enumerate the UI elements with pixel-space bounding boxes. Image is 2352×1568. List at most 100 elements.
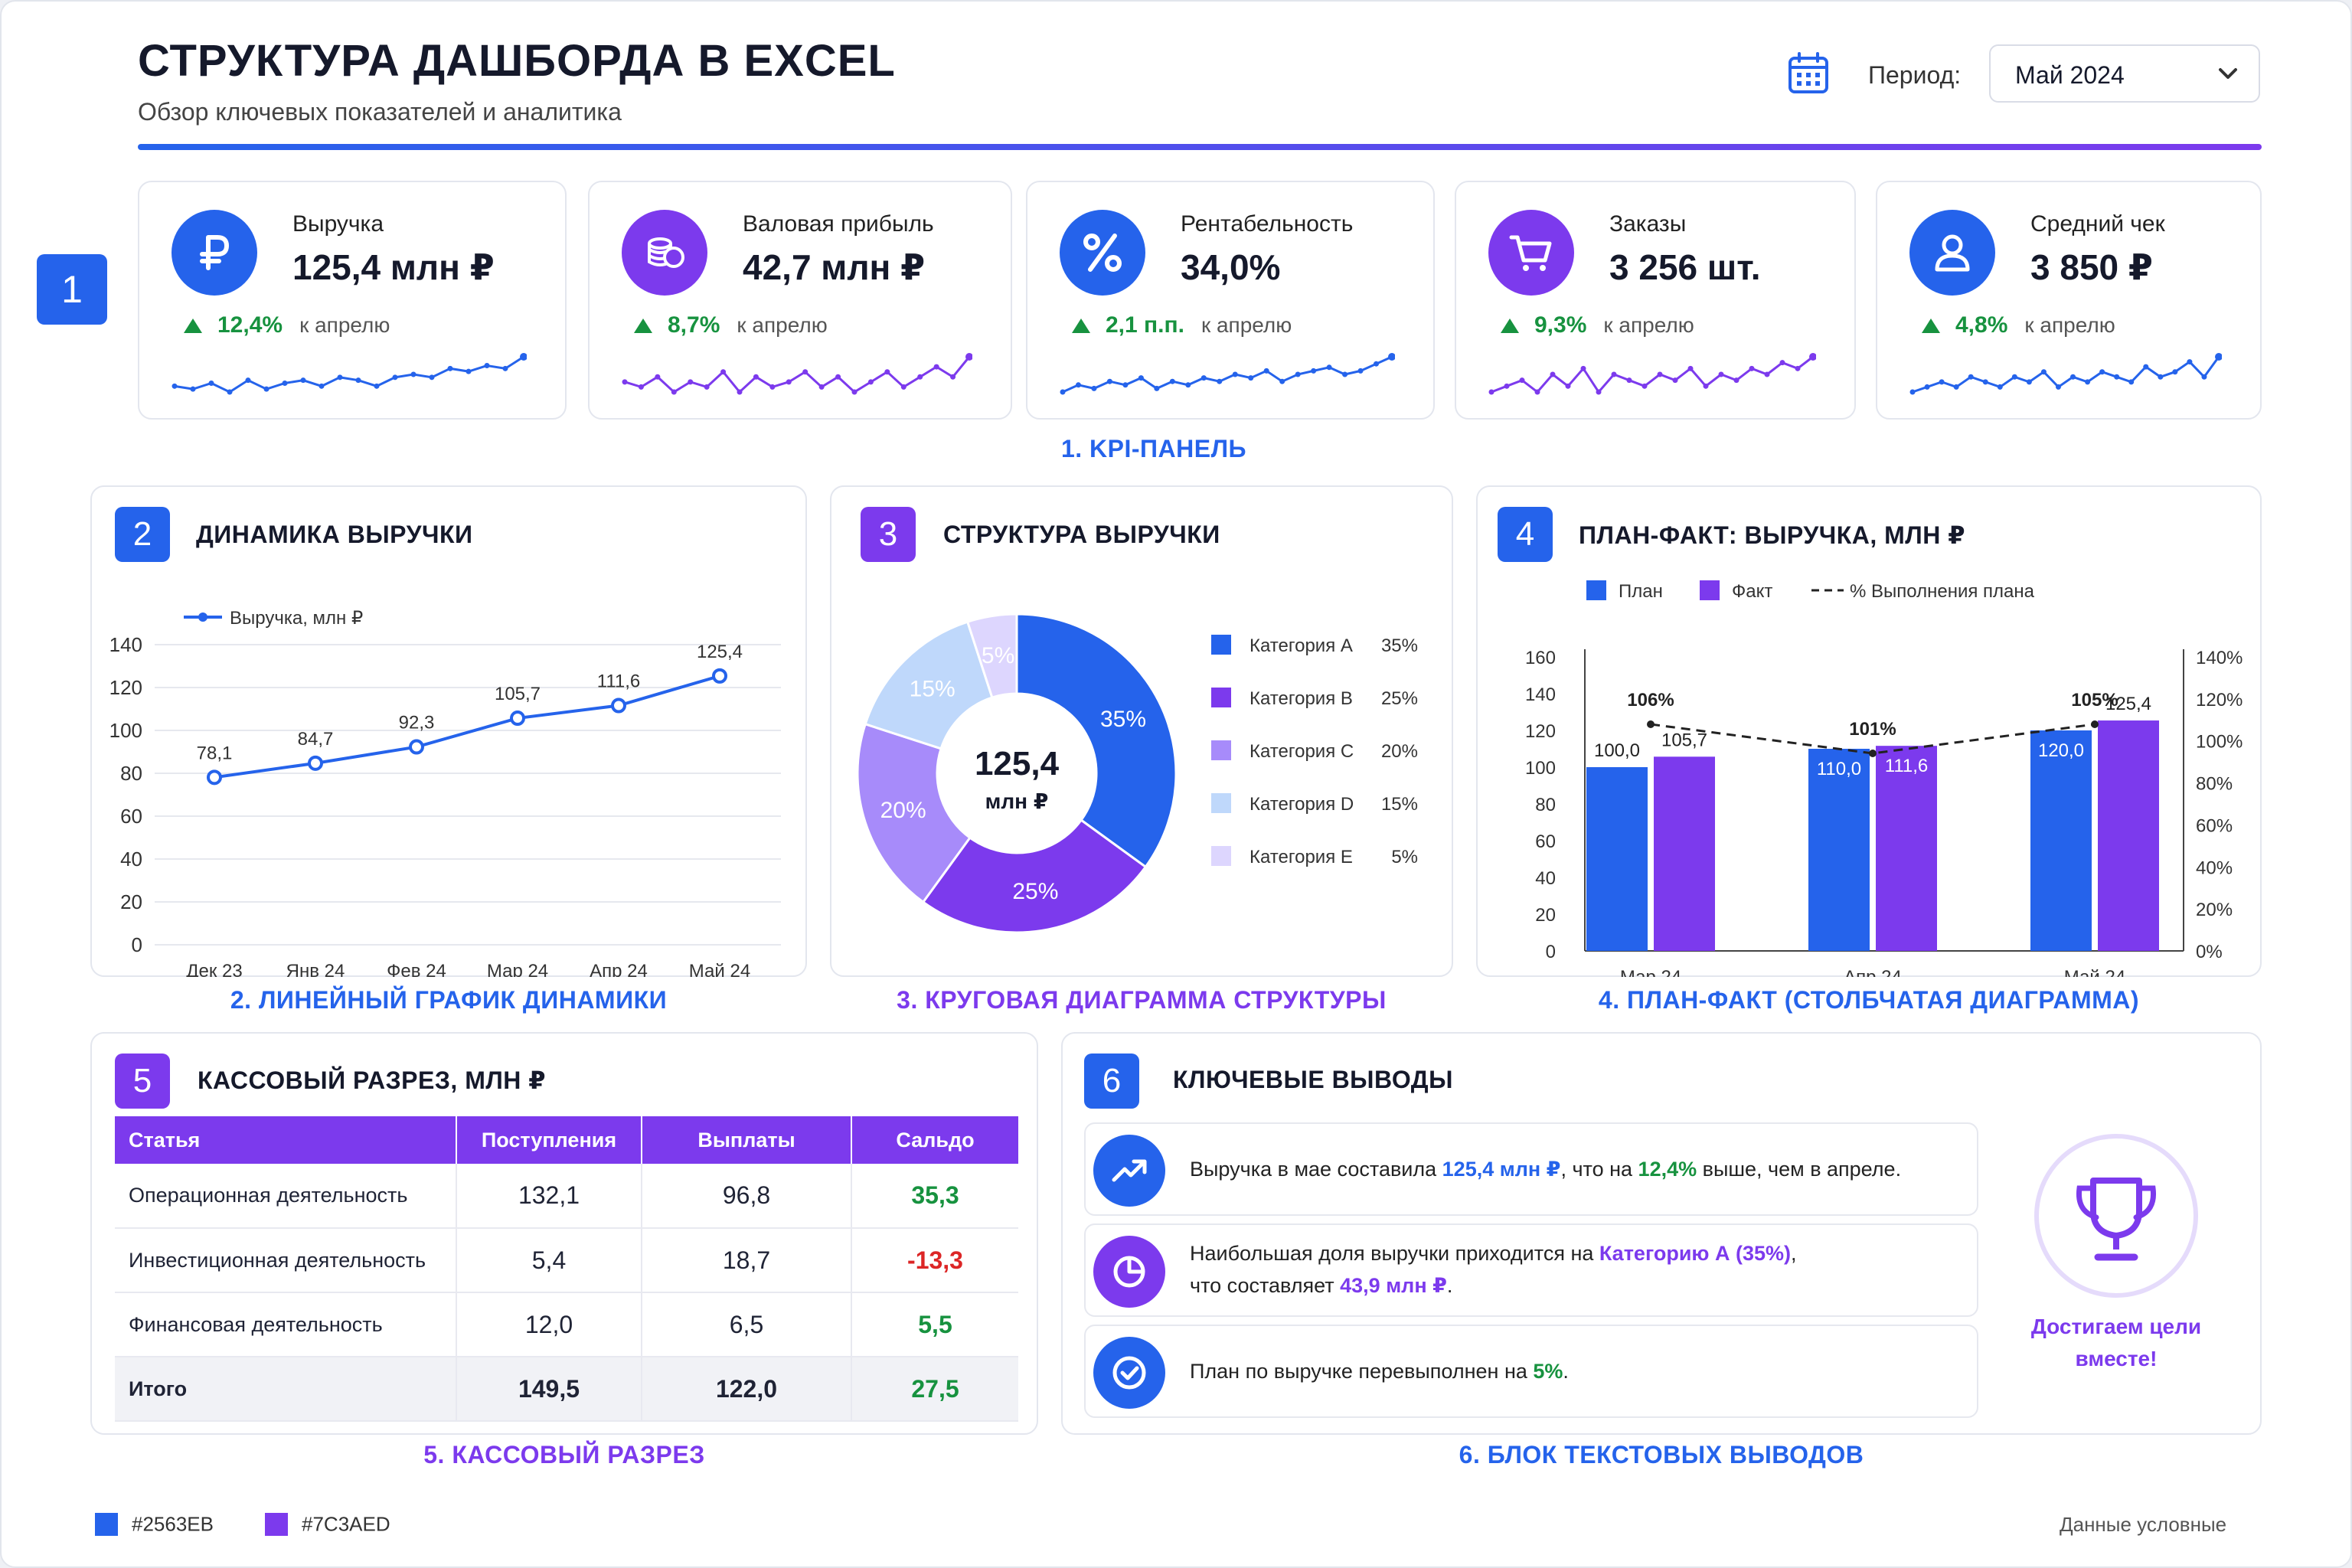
- sparkline-point: [2070, 374, 2076, 380]
- section-badge-2: 2: [115, 507, 170, 562]
- insight-text-part: Наибольшая доля выручки приходится на: [1190, 1242, 1599, 1265]
- sparkline-point: [1488, 389, 1494, 395]
- sparkline-point: [1550, 371, 1556, 377]
- sparkline-point: [2215, 353, 2222, 361]
- plan-fact-panel: 4 ПЛАН-ФАКТ: ВЫРУЧКА, МЛН ₽ План Факт % Вы…: [1476, 485, 2262, 977]
- y-tick-label: 120: [109, 676, 142, 699]
- period-label: Период:: [1868, 61, 1962, 89]
- revenue-dynamics-panel: 2 ДИНАМИКА ВЫРУЧКИ Выручка, млн ₽ 0 20 40 60…: [90, 485, 807, 977]
- slice-label: 5%: [982, 643, 1014, 668]
- sparkline-point: [1185, 382, 1191, 388]
- kpi-change-sub: к апрелю: [737, 313, 828, 337]
- insight-text: Выручка в мае составила 125,4 млн ₽, что…: [1190, 1153, 1901, 1185]
- sparkline-point: [622, 379, 628, 385]
- sparkline-point: [355, 377, 361, 384]
- arrow-up-icon: [1501, 318, 1519, 333]
- sparkline-point: [1611, 371, 1617, 377]
- kpi-value: 34,0%: [1181, 247, 1281, 287]
- sparkline-point: [917, 374, 923, 380]
- insight-text: План по выручке перевыполнен на 5%.: [1190, 1355, 1569, 1387]
- sparkline-point: [2040, 369, 2047, 375]
- legend-label: Категория E: [1250, 847, 1353, 867]
- kpi-value: 3 850 ₽: [2030, 247, 2153, 287]
- sparkline-point: [2099, 369, 2105, 375]
- table-row: Финансовая деятельность 12,0 6,5 5,5: [115, 1292, 1018, 1357]
- sparkline-point: [208, 381, 214, 386]
- donut-center-unit: млн ₽: [985, 789, 1049, 813]
- y-tick-label: 20: [1535, 905, 1556, 926]
- panel6-caption: 6. БЛОК ТЕКСТОВЫХ ВЫВОДОВ: [1459, 1441, 1864, 1468]
- kpi-sparkline: [172, 353, 527, 395]
- legend-swatch: [1211, 846, 1231, 866]
- row-balance: 35,3: [851, 1164, 1018, 1229]
- sparkline-point: [933, 364, 939, 370]
- column-header: Выплаты: [642, 1116, 852, 1164]
- sparkline-point: [1248, 375, 1254, 381]
- y2-tick-label: 140%: [2196, 648, 2243, 668]
- sparkline-point: [466, 368, 472, 374]
- column-header: Статья: [115, 1116, 457, 1164]
- insight-text-part: ,: [1791, 1242, 1797, 1265]
- row-in: 12,0: [456, 1292, 642, 1357]
- table-row: Операционная деятельность 132,1 96,8 35,…: [115, 1164, 1018, 1229]
- fact-label: 125,4: [2105, 694, 2151, 714]
- sparkline-point: [1565, 383, 1571, 389]
- data-point: [409, 739, 424, 755]
- legend-label: Факт: [1732, 581, 1772, 602]
- data-label: 105,7: [495, 684, 541, 704]
- kpi-change-value: 4,8%: [1955, 312, 2008, 338]
- fact-bar: [1654, 756, 1715, 951]
- kpi-card: Заказы 3 256 шт. 9,3% к апрелю: [1455, 181, 1856, 420]
- section-badge-3: 3: [861, 507, 916, 562]
- fact-label: 111,6: [1885, 756, 1929, 776]
- sparkline-point: [2143, 364, 2149, 370]
- pie-chart-icon: [1093, 1236, 1165, 1308]
- period-select[interactable]: Май 2024: [1989, 44, 2260, 103]
- trend-up-icon: [1093, 1135, 1165, 1207]
- sparkline-point: [374, 383, 380, 389]
- sparkline-point: [1982, 379, 1988, 385]
- insight-card: Наибольшая доля выручки приходится на Ка…: [1084, 1223, 1978, 1317]
- legend-swatch: [1211, 793, 1231, 813]
- legend-value: 5%: [1391, 847, 1418, 867]
- legend-swatch: [1586, 580, 1606, 600]
- column-header: Сальдо: [851, 1116, 1018, 1164]
- sparkline-line: [1062, 355, 1393, 394]
- panel3-caption: 3. КРУГОВАЯ ДИАГРАММА СТРУКТУРЫ: [897, 986, 1387, 1014]
- page-subtitle: Обзор ключевых показателей и аналитика: [138, 98, 622, 126]
- arrow-up-icon: [634, 318, 652, 333]
- y2-tick-label: 0%: [2196, 942, 2223, 962]
- row-name: Инвестиционная деятельность: [115, 1228, 457, 1293]
- sparkline-point: [900, 384, 906, 390]
- insight-card: Выручка в мае составила 125,4 млн ₽, что…: [1084, 1122, 1978, 1216]
- legend-value: 15%: [1381, 794, 1418, 815]
- swatch-label: #2563EB: [132, 1512, 214, 1536]
- sparkline-point: [190, 386, 196, 392]
- pie-slice: [965, 612, 1018, 699]
- arrow-up-icon: [1072, 318, 1090, 333]
- slice-label: 25%: [1012, 879, 1058, 904]
- sparkline-point: [720, 369, 727, 375]
- sparkline-point: [1779, 360, 1785, 366]
- calendar-icon[interactable]: [1785, 51, 1831, 96]
- legend-swatch: [1211, 635, 1231, 655]
- plan-bar: [1808, 749, 1870, 951]
- legend-value: 20%: [1381, 741, 1418, 762]
- sparkline-point: [1953, 384, 1959, 390]
- y-tick-label: 60: [120, 805, 142, 828]
- row-out: 96,8: [642, 1164, 852, 1229]
- table-header-row: Статья Поступления Выплаты Сальдо: [115, 1116, 1018, 1164]
- row-in: 132,1: [456, 1164, 642, 1229]
- sparkline-point: [1968, 374, 1974, 380]
- legend-label: Категория D: [1250, 794, 1354, 815]
- plan-fact-bar-chart: План Факт % Выполнения плана 0 20 40 60 80 100 12…: [1525, 580, 2243, 977]
- sparkline-point: [2055, 384, 2061, 390]
- x-tick-label: Дек 23: [186, 961, 242, 977]
- row-in: 5,4: [456, 1228, 642, 1293]
- sparkline-point: [1138, 375, 1144, 381]
- y-tick-label: 140: [109, 633, 142, 656]
- x-tick-label: Апр 24: [590, 961, 648, 977]
- kpi-change-value: 8,7%: [668, 312, 720, 338]
- data-point: [712, 668, 727, 684]
- sparkline-point: [671, 389, 677, 395]
